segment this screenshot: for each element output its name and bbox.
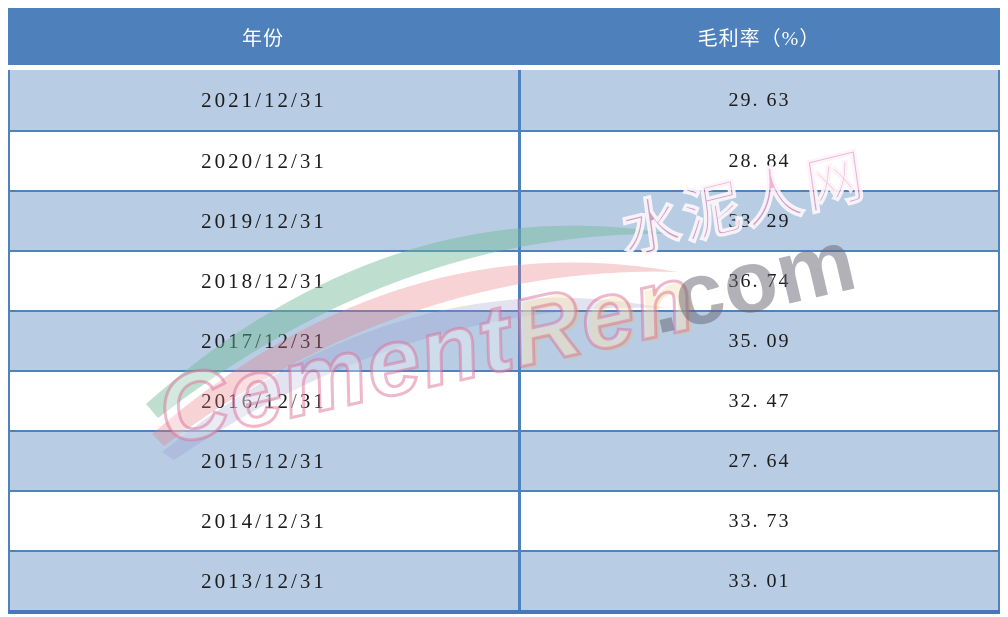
margin-cell: 29. 63: [518, 70, 998, 130]
margin-cell: 33. 01: [518, 552, 998, 610]
table-row: 2014/12/31 33. 73: [10, 490, 998, 550]
table-header-row: 年份 毛利率（%）: [8, 8, 1000, 65]
table-row: 2013/12/31 33. 01: [10, 550, 998, 610]
table-row: 2016/12/31 32. 47: [10, 370, 998, 430]
table-row: 2020/12/31 28. 84: [10, 130, 998, 190]
margin-cell: 35. 09: [518, 312, 998, 370]
table-row: 2015/12/31 27. 64: [10, 430, 998, 490]
margin-cell: 32. 47: [518, 372, 998, 430]
year-cell: 2013/12/31: [201, 568, 327, 593]
table-row: 2018/12/31 36. 74: [10, 250, 998, 310]
margin-cell: 27. 64: [518, 432, 998, 490]
margin-cell: 33. 73: [518, 492, 998, 550]
margin-cell: 36. 74: [518, 252, 998, 310]
year-cell: 2018/12/31: [201, 268, 327, 293]
header-gross-margin: 毛利率（%）: [697, 28, 821, 50]
table-body: 2021/12/31 29. 63 2020/12/31 28. 84 2019…: [8, 70, 1000, 610]
margin-cell: 33. 29: [518, 192, 998, 250]
year-cell: 2020/12/31: [201, 148, 327, 173]
header-body-gap: [8, 65, 1000, 70]
year-cell: 2019/12/31: [201, 208, 327, 233]
year-cell: 2021/12/31: [201, 87, 327, 112]
table-row: 2021/12/31 29. 63: [10, 70, 998, 130]
table-row: 2019/12/31 33. 29: [10, 190, 998, 250]
year-cell: 2017/12/31: [201, 328, 327, 353]
year-cell: 2015/12/31: [201, 448, 327, 473]
table-row: 2017/12/31 35. 09: [10, 310, 998, 370]
year-cell: 2014/12/31: [201, 508, 327, 533]
header-year: 年份: [242, 28, 284, 50]
table-bottom-bar: [8, 610, 1000, 614]
margin-cell: 28. 84: [518, 132, 998, 190]
year-cell: 2016/12/31: [201, 388, 327, 413]
gross-margin-table: 年份 毛利率（%） 2021/12/31 29. 63 2020/12/31 2…: [8, 8, 1000, 614]
